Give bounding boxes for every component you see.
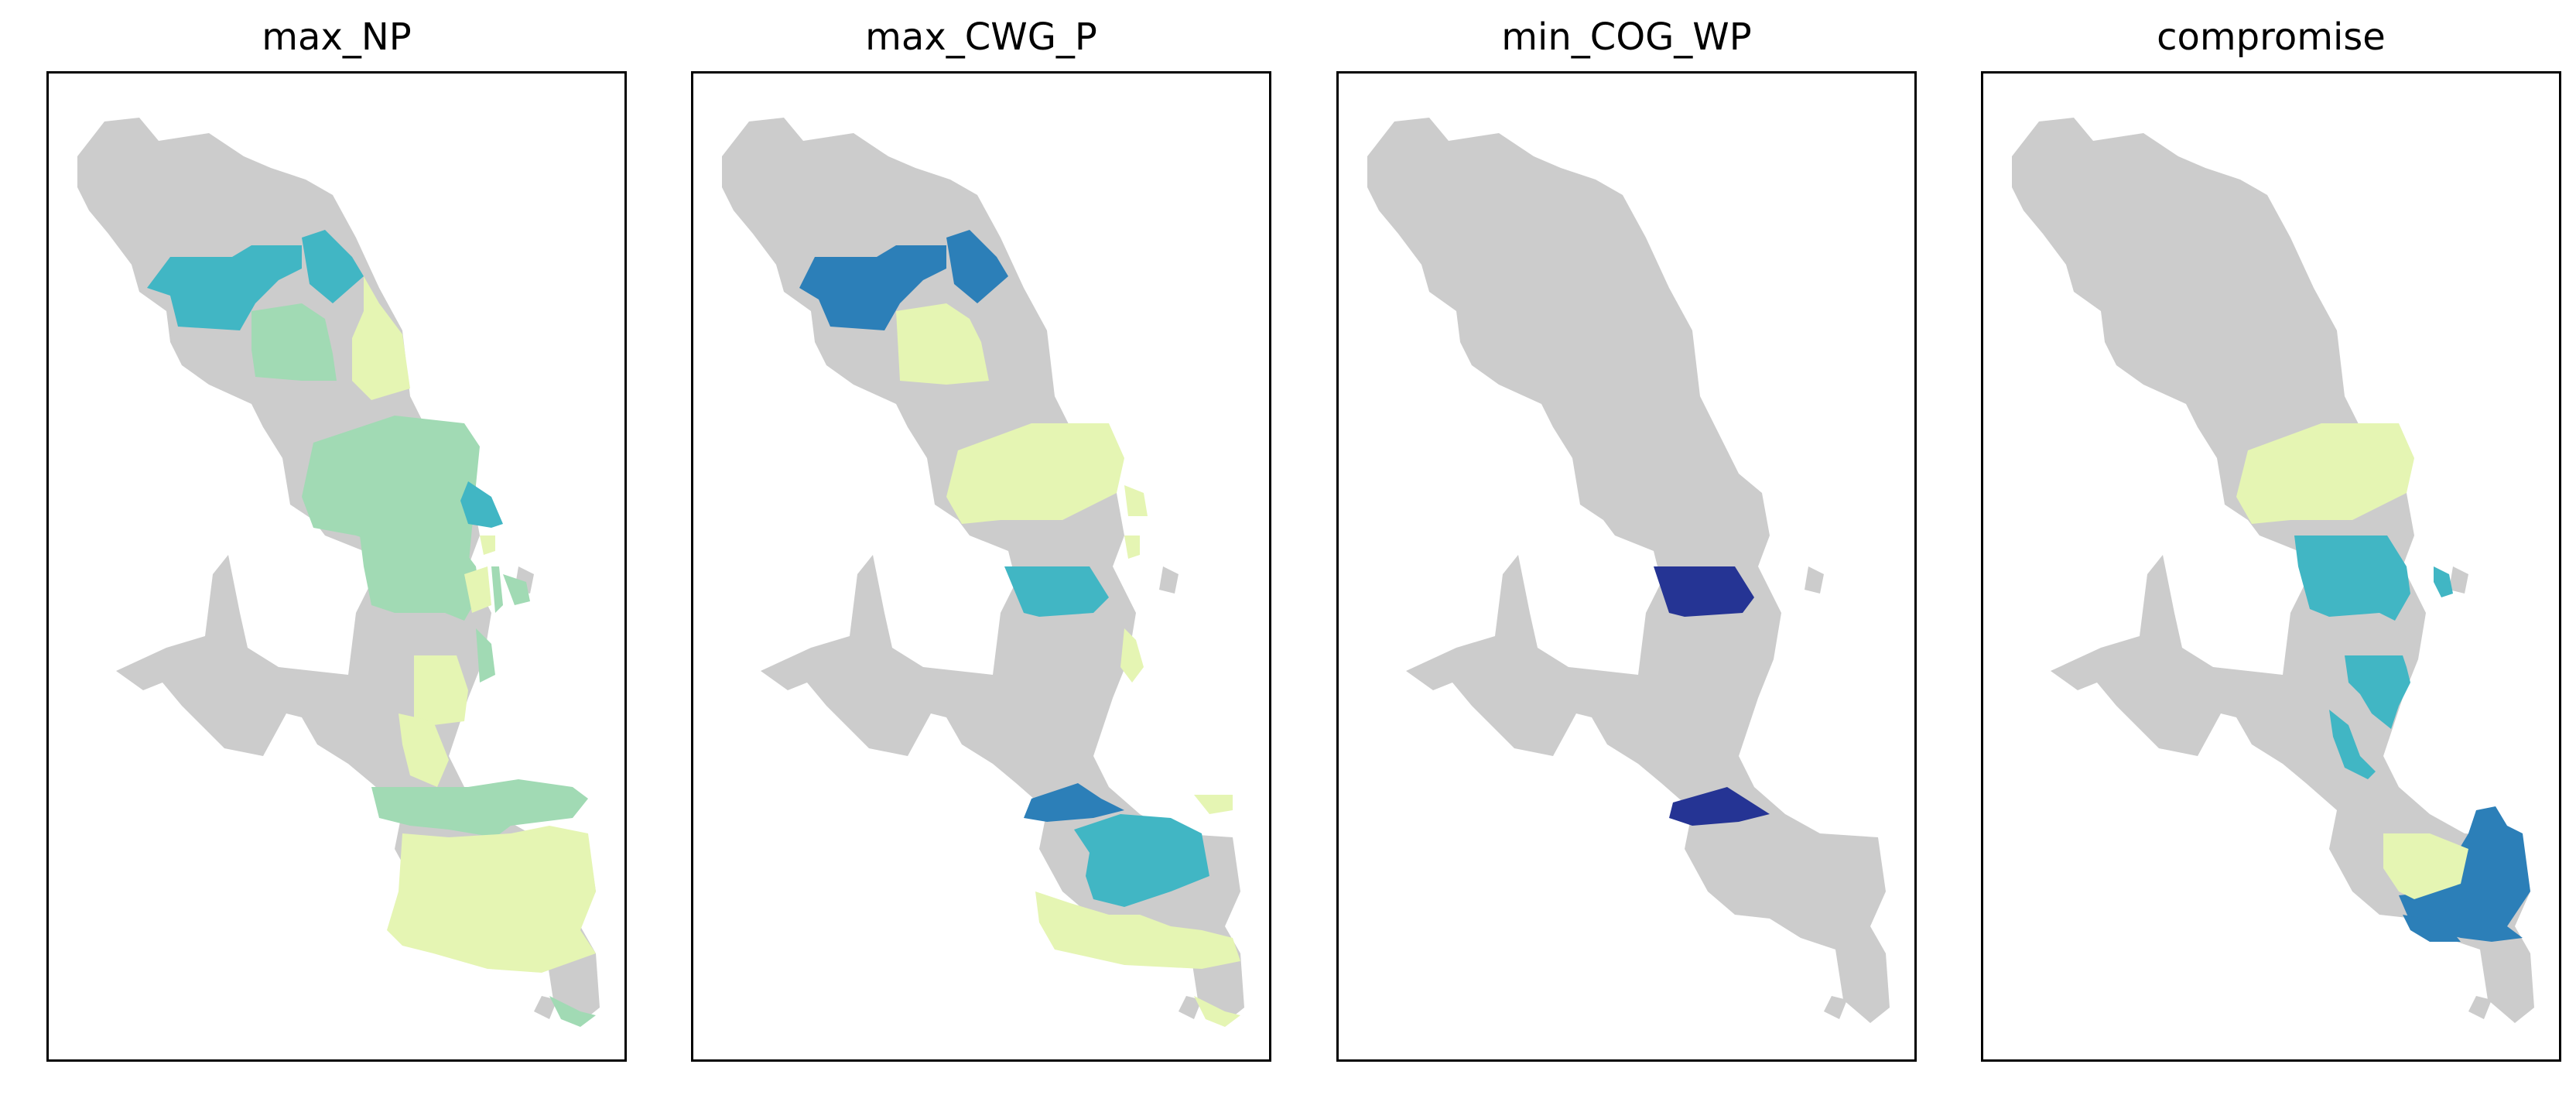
zone-south-band	[1024, 783, 1124, 822]
classified-zones-layer	[1654, 566, 1770, 826]
panel-title: min_COG_WP	[1501, 15, 1752, 59]
zone-north-center	[896, 303, 989, 385]
basemap-layer	[1367, 118, 1890, 1023]
map-panel-max-np: max_NP	[31, 0, 642, 1095]
gray-islet	[2449, 566, 2468, 594]
zone-north-center	[251, 303, 337, 381]
map-panel-max-cwg-p: max_CWG_P	[676, 0, 1287, 1095]
gray-area-main	[1367, 118, 1890, 1023]
zone-mid-south-2	[399, 713, 449, 787]
zone-center	[2236, 423, 2414, 524]
gray-islet	[2027, 203, 2066, 230]
zone-south-checker	[2403, 915, 2461, 942]
map-canvas	[691, 71, 1271, 1062]
zone-mid-south	[2345, 655, 2410, 729]
gray-islet	[93, 203, 132, 230]
zone-tip	[549, 996, 596, 1027]
zone-nw-east	[302, 230, 364, 303]
gray-islet	[1824, 996, 1847, 1019]
gray-islet	[1383, 203, 1421, 230]
map-frame	[1321, 71, 1932, 1062]
zone-strip-1	[1124, 536, 1140, 559]
zone-strip-4	[476, 628, 495, 683]
basemap-layer	[2012, 118, 2534, 1023]
zone-center-south	[360, 536, 480, 621]
zone-center-south	[2294, 536, 2410, 621]
zone-south-band	[1669, 787, 1770, 826]
classified-zones-layer	[147, 230, 596, 1027]
map-canvas	[1336, 71, 1917, 1062]
zone-south	[387, 826, 596, 973]
map-panel-min-cog-wp: min_COG_WP	[1321, 0, 1932, 1095]
zone-center-south	[1654, 566, 1754, 617]
zone-center-south	[1004, 566, 1109, 617]
gray-islet	[737, 203, 776, 230]
gray-islet	[1179, 996, 1202, 1019]
zone-mid-south	[414, 655, 468, 725]
zone-islet-a	[2434, 566, 2453, 597]
zone-south-east	[2399, 806, 2530, 942]
panel-title: compromise	[2157, 15, 2386, 59]
zone-south-band	[371, 779, 588, 837]
zone-strip-3	[491, 566, 503, 613]
gray-islet	[2468, 996, 2492, 1019]
gray-area-main	[722, 118, 1244, 1023]
gray-area-main	[2012, 118, 2534, 1023]
zone-center-east	[460, 481, 503, 528]
gray-islet	[1805, 566, 1824, 594]
zone-center-east	[1124, 485, 1148, 516]
classified-zones-layer	[799, 230, 1240, 1027]
zone-islet-a	[503, 574, 530, 605]
zone-mid-south-2	[2329, 710, 2376, 779]
panel-title: max_NP	[262, 15, 412, 59]
zone-south-fringe	[1035, 891, 1240, 969]
map-frame	[676, 71, 1287, 1062]
zone-nw	[799, 245, 946, 330]
basemap-layer	[722, 118, 1244, 1023]
panel-title: max_CWG_P	[865, 15, 1097, 59]
zone-center	[946, 423, 1124, 524]
zone-south	[1074, 814, 1209, 907]
map-panel-compromise: compromise	[1965, 0, 2576, 1095]
map-canvas	[1981, 71, 2561, 1062]
classified-zones-layer	[2236, 423, 2530, 942]
zone-tip	[1194, 996, 1240, 1027]
zone-nw-east	[946, 230, 1008, 303]
map-canvas	[46, 71, 627, 1062]
zone-strip-1	[480, 536, 495, 555]
zone-strip-2	[464, 566, 491, 613]
zone-south-east	[1194, 795, 1233, 814]
zone-strip-4	[1120, 628, 1144, 683]
gray-islet	[1159, 566, 1179, 594]
gray-islet	[534, 996, 557, 1019]
map-frame	[1965, 71, 2576, 1062]
zone-nw	[147, 245, 302, 330]
zone-center	[302, 416, 480, 570]
zone-north-east	[352, 276, 410, 400]
map-frame	[31, 71, 642, 1062]
zone-south	[2383, 833, 2468, 899]
